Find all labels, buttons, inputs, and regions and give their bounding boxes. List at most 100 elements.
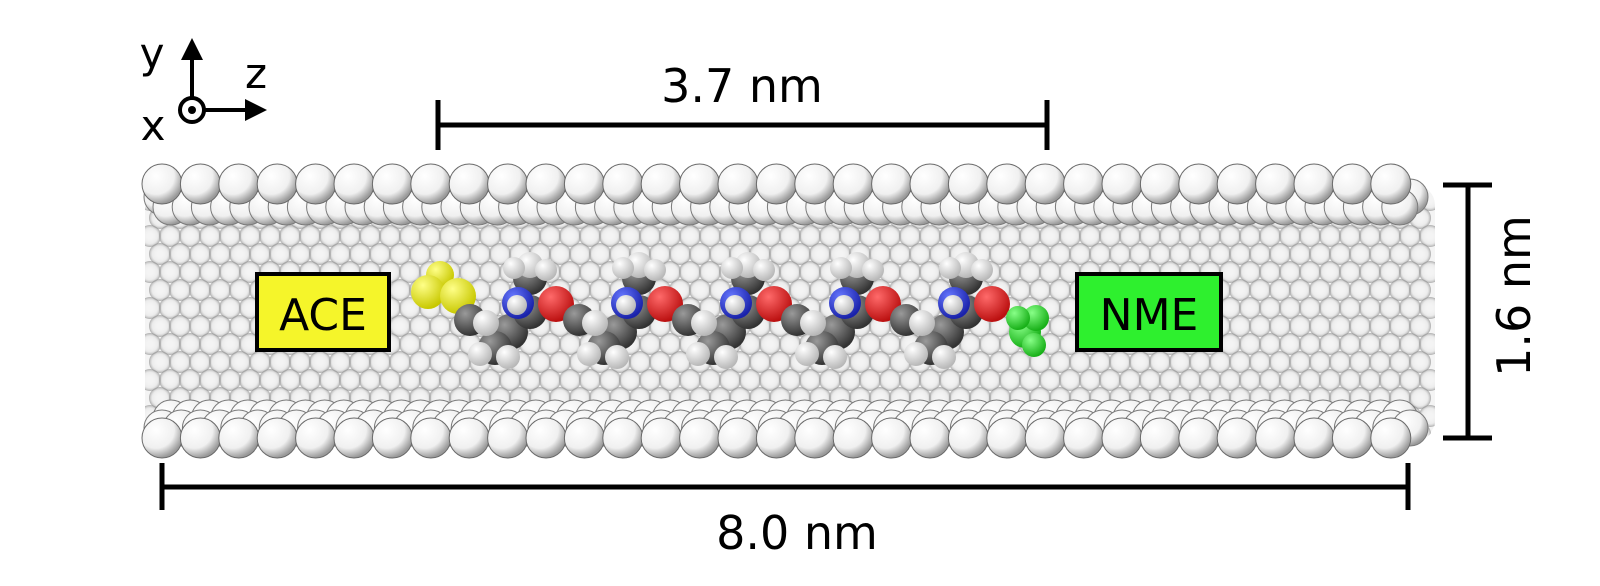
- tube-wall-atom: [499, 225, 521, 247]
- hydrogen-atom: [507, 295, 527, 315]
- tube-wall-atom: [179, 225, 201, 247]
- tube-wall-atom: [309, 351, 331, 373]
- tube-wall-atom: [649, 351, 671, 373]
- tube-wall-atom: [1269, 315, 1291, 337]
- tube-atom: [947, 417, 989, 459]
- tube-wall-atom: [699, 261, 721, 283]
- tube-wall-atom: [429, 351, 451, 373]
- tube-wall-atom: [145, 261, 161, 283]
- tube-atom: [487, 417, 529, 459]
- tube-wall-atom: [1279, 333, 1301, 355]
- tube-wall-atom: [489, 243, 511, 265]
- tube-wall-atom: [1049, 315, 1071, 337]
- tube-wall-atom: [1099, 369, 1121, 391]
- tube-wall-atom: [339, 369, 361, 391]
- tube-atom: [410, 417, 452, 459]
- tube-wall-atom: [1219, 333, 1241, 355]
- hydrogen-atom: [616, 295, 636, 315]
- tube-wall-atom: [549, 351, 571, 373]
- tube-wall-atom: [1019, 261, 1041, 283]
- hydrogen-atom: [686, 342, 710, 366]
- tube-wall-atom: [199, 261, 221, 283]
- hydrogen-atom: [823, 345, 847, 369]
- tube-wall-atom: [809, 279, 831, 301]
- tube-wall-atom: [379, 225, 401, 247]
- tube-wall-atom: [1009, 351, 1031, 373]
- tube-wall-atom: [1249, 279, 1271, 301]
- hydrogen-atom: [753, 259, 775, 281]
- tube-wall-atom: [399, 369, 421, 391]
- tube-wall-atom: [1019, 225, 1041, 247]
- hydrogen-atom: [939, 257, 961, 279]
- tube-wall-atom: [189, 315, 211, 337]
- tube-wall-atom: [779, 333, 801, 355]
- tube-atom: [218, 163, 260, 205]
- tube-wall-atom: [549, 243, 571, 265]
- tube-wall-atom: [299, 369, 321, 391]
- tube-wall-atom: [1319, 225, 1341, 247]
- tube-wall-atom: [145, 333, 161, 355]
- tube-wall-atom: [179, 369, 201, 391]
- segment-length-label: 3.7 nm: [661, 59, 823, 113]
- tube-wall-atom: [329, 351, 351, 373]
- tube-wall-atom: [1319, 369, 1341, 391]
- tube-wall-atom: [145, 369, 161, 391]
- segment-length-bar: 3.7 nm: [435, 59, 1050, 150]
- tube-wall-atom: [1369, 315, 1391, 337]
- tube-wall-atom: [559, 225, 581, 247]
- tube-wall-atom: [779, 369, 801, 391]
- tube-wall-atom: [899, 261, 921, 283]
- tube-wall-atom: [1029, 243, 1051, 265]
- tube-wall-atom: [699, 225, 721, 247]
- tube-atom: [1370, 417, 1412, 459]
- tube-wall-atom: [809, 243, 831, 265]
- hydrogen-atom: [535, 259, 557, 281]
- hydrogen-atom: [691, 310, 717, 336]
- tube-wall-atom: [1259, 297, 1281, 319]
- tube-wall-atom: [209, 315, 231, 337]
- hydrogen-atom: [577, 342, 601, 366]
- tube-wall-atom: [1419, 333, 1435, 355]
- tube-wall-atom: [1239, 297, 1261, 319]
- tube-wall-atom: [299, 225, 321, 247]
- tube-wall-atom: [789, 279, 811, 301]
- tube-wall-atom: [979, 369, 1001, 391]
- tube-wall-atom: [189, 351, 211, 373]
- tube-wall-atom: [1319, 333, 1341, 355]
- tube-wall-atom: [1229, 243, 1251, 265]
- tube-wall-atom: [219, 261, 241, 283]
- tube-wall-atom: [1309, 315, 1331, 337]
- z-axis-label: z: [245, 49, 267, 98]
- tube-wall-atom: [479, 225, 501, 247]
- tube-wall-atom: [169, 351, 191, 373]
- tube-atom: [755, 163, 797, 205]
- tube-wall-atom: [1359, 225, 1381, 247]
- tube-wall-atom: [1219, 369, 1241, 391]
- tube-atom: [487, 163, 529, 205]
- tube-wall-atom: [419, 225, 441, 247]
- tube-wall-atom: [239, 225, 261, 247]
- tube-wall-atom: [1409, 243, 1431, 265]
- tube-wall-atom: [449, 243, 471, 265]
- hydrogen-atom: [971, 259, 993, 281]
- tube-wall-atom: [479, 369, 501, 391]
- tube-wall-atom: [849, 351, 871, 373]
- ace-label-text: ACE: [279, 290, 367, 341]
- tube-wall-atom: [179, 261, 201, 283]
- tube-wall-atom: [1299, 261, 1321, 283]
- tube-wall-atom: [389, 351, 411, 373]
- tube-wall-atom: [769, 243, 791, 265]
- tube-atom: [1216, 163, 1258, 205]
- ace-cap-label: ACE: [255, 272, 391, 352]
- tube-wall-atom: [989, 351, 1011, 373]
- tube-wall-atom: [1379, 369, 1401, 391]
- tube-wall-atom: [1199, 369, 1221, 391]
- hydrogen-atom: [468, 342, 492, 366]
- tube-atom: [410, 163, 452, 205]
- tube-wall-atom: [1069, 351, 1091, 373]
- tube-wall-atom: [1329, 243, 1351, 265]
- tube-wall-atom: [209, 243, 231, 265]
- tube-wall-atom: [379, 369, 401, 391]
- tube-wall-atom: [459, 225, 481, 247]
- tube-wall-atom: [539, 225, 561, 247]
